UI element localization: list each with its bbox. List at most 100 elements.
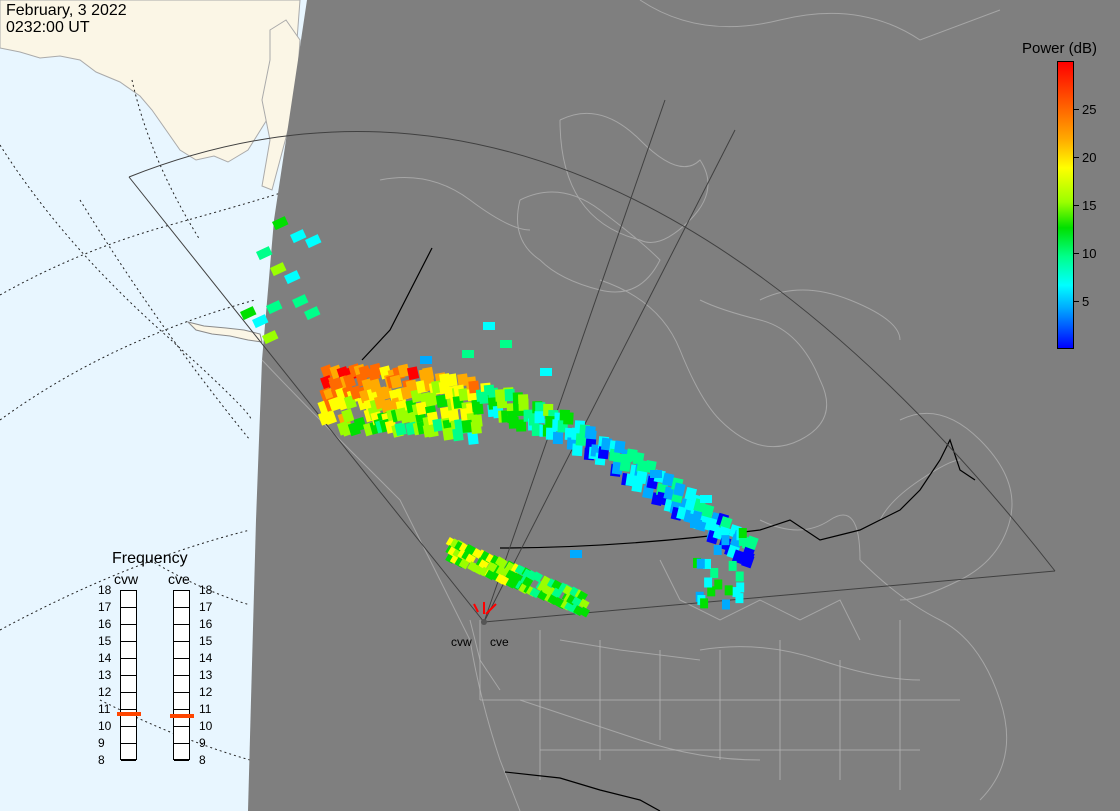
scatter-cell	[353, 416, 367, 432]
scatter-cell	[551, 587, 563, 599]
frequency-cell	[121, 625, 136, 642]
radar-label-cve: cve	[490, 635, 509, 649]
scatter-cell	[721, 535, 730, 546]
scatter-cell	[745, 535, 759, 551]
scatter-cell	[422, 366, 435, 381]
frequency-col-cvw: cvw	[114, 571, 139, 587]
frequency-tick-label-cvw: 16	[98, 617, 112, 631]
timestamp: February, 3 2022 0232:00 UT	[6, 2, 127, 36]
scatter-cell	[563, 412, 574, 425]
date-label: February, 3 2022	[6, 2, 127, 19]
scatter-cell	[415, 401, 428, 416]
scatter-cell	[735, 593, 744, 604]
frequency-cell	[174, 625, 189, 642]
colorbar-tick-label: 5	[1082, 294, 1090, 309]
frequency-tick-label-cvw: 13	[98, 668, 112, 682]
scatter-cell	[579, 606, 591, 618]
scatter-cell	[741, 550, 755, 566]
scatter-cell	[358, 365, 372, 380]
frequency-tick-label-cvw: 11	[98, 702, 111, 716]
frequency-cell	[174, 676, 189, 693]
scatter-cell	[635, 470, 648, 485]
colorbar-tick	[1074, 109, 1079, 110]
scatter-cell	[272, 216, 289, 231]
frequency-tick-label-cve: 10	[199, 719, 213, 733]
colorbar-tick-label: 15	[1082, 198, 1097, 213]
scatter-cell	[673, 482, 686, 497]
scatter-cell	[461, 419, 473, 433]
scatter-cell	[540, 368, 552, 376]
scatter-cell	[702, 558, 711, 569]
scatter-cell	[399, 409, 413, 424]
scatter-cell	[394, 422, 407, 437]
scatter-cell	[305, 234, 322, 249]
scatter-cell	[239, 306, 257, 321]
scatter-cell	[270, 262, 287, 277]
scatter-cell	[571, 443, 583, 457]
scatter-cell	[732, 587, 741, 598]
frequency-tick-label-cvw: 8	[98, 753, 105, 767]
radar-vectors	[473, 602, 497, 615]
scatter-cell	[690, 520, 702, 528]
scatter-cell	[420, 356, 432, 364]
scatter-cell	[721, 599, 730, 610]
frequency-tick-label-cvw: 14	[98, 651, 112, 665]
frequency-cell	[121, 676, 136, 693]
frequency-tick-label-cve: 18	[199, 583, 213, 597]
scatter-cell	[458, 387, 470, 402]
frequency-tick-label-cvw: 17	[98, 600, 112, 614]
scatter-cell	[515, 419, 527, 432]
radar-label-cvw: cvw	[451, 635, 472, 649]
scatter-cell	[701, 503, 715, 519]
frequency-tick-label-cve: 13	[199, 668, 213, 682]
scatter-cell	[534, 411, 545, 424]
day-land-coast	[261, 19, 301, 191]
scatter-cell	[735, 571, 744, 582]
scatter-cell	[662, 472, 675, 487]
scatter-cell	[575, 433, 587, 446]
scatter-cell	[472, 401, 484, 415]
frequency-cell	[174, 744, 189, 761]
scatter-cell	[442, 427, 454, 441]
frequency-tick-label-cvw: 10	[98, 719, 112, 733]
frequency-cell	[174, 727, 189, 744]
frequency-marker-cve	[170, 713, 194, 718]
scatter-cell	[462, 350, 474, 358]
radar-site	[481, 619, 487, 625]
scatter-cell	[304, 306, 321, 321]
frequency-cell	[174, 659, 189, 676]
colorbar-title: Power (dB)	[1022, 40, 1098, 57]
frequency-tick-label-cve: 11	[199, 702, 212, 716]
scatter-cell	[552, 431, 564, 445]
scatter-cell	[700, 598, 709, 609]
scatter-cell	[447, 409, 460, 423]
scatter-cell	[323, 410, 337, 425]
scatter-cell	[435, 394, 448, 408]
scatter-cell	[578, 598, 590, 610]
scatter-cell	[496, 557, 508, 569]
frequency-cell	[121, 744, 136, 761]
scatter-cell	[397, 363, 411, 378]
scatter-cell	[252, 314, 269, 329]
frequency-title: Frequency	[112, 550, 188, 567]
scatter-cell	[707, 586, 716, 597]
day-land	[0, 0, 301, 163]
scatter-cell	[292, 294, 309, 309]
scatter-cell	[696, 558, 705, 569]
scatter-cell	[704, 577, 713, 588]
frequency-box-cve	[173, 590, 190, 761]
frequency-tick-label-cvw: 12	[98, 685, 112, 699]
scatter-cell	[467, 431, 479, 445]
scatter-cell	[369, 362, 383, 378]
scatter-cell	[265, 300, 283, 315]
frequency-cell	[121, 659, 136, 676]
frequency-tick-label-cve: 12	[199, 685, 213, 699]
scatter-cell	[470, 421, 482, 435]
scatter-cell	[406, 366, 420, 381]
scatter-cell	[255, 246, 273, 261]
scatter-cell	[532, 571, 544, 583]
time-label: 0232:00 UT	[6, 19, 90, 36]
scatter-bands	[239, 216, 759, 618]
